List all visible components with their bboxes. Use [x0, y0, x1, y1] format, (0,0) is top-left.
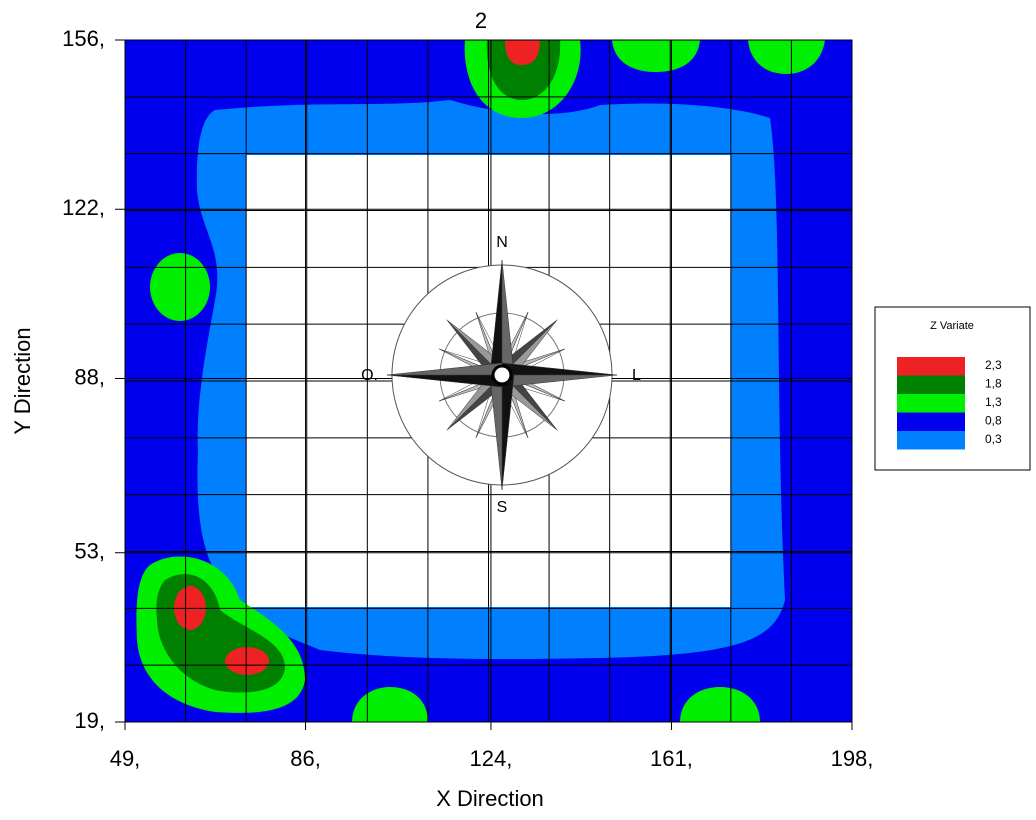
compass-label: S	[497, 499, 508, 516]
legend-label: 1,8	[985, 377, 1002, 391]
y-tick-label: 122,	[62, 195, 105, 220]
compass-label: N	[496, 234, 508, 251]
legend-label: 0,8	[985, 414, 1002, 428]
y-tick-label: 156,	[62, 26, 105, 51]
legend-title: Z Variate	[930, 320, 974, 332]
x-tick-label: 161,	[650, 746, 693, 771]
page: {"chart_data": {"type": "contour", "titl…	[0, 0, 1036, 815]
legend: Z Variate 2,3 1,8 1,3 0,8 0,3	[875, 307, 1030, 470]
y-tick-label: 53,	[74, 539, 105, 564]
chart-title: 2	[475, 8, 487, 33]
contour-region	[150, 253, 210, 321]
y-axis-label: Y Direction	[10, 327, 35, 434]
compass-label: L	[632, 367, 641, 384]
legend-swatch	[897, 357, 965, 376]
contour-region	[225, 647, 269, 675]
x-tick-label: 49,	[110, 746, 141, 771]
x-axis-label: X Direction	[436, 786, 544, 811]
y-tick-label: 19,	[74, 708, 105, 733]
legend-swatch	[897, 394, 965, 413]
x-tick-label: 86,	[290, 746, 321, 771]
legend-swatch	[897, 431, 965, 450]
legend-label: 2,3	[985, 358, 1002, 372]
x-tick-label: 198,	[831, 746, 874, 771]
legend-label: 0,3	[985, 432, 1002, 446]
compass-label: O.	[361, 367, 378, 384]
x-tick-label: 124,	[470, 746, 513, 771]
chart: 2 X Direction Y Direction 49, 86, 124, 161,…	[0, 0, 1036, 815]
legend-swatch	[897, 413, 965, 432]
legend-swatch	[897, 376, 965, 395]
compass-center	[493, 366, 511, 384]
legend-label: 1,3	[985, 395, 1002, 409]
y-tick-label: 88,	[74, 364, 105, 389]
